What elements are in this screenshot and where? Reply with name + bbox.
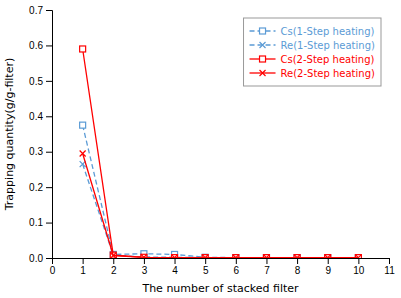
legend-item: Cs(1-Step heating) <box>250 26 375 37</box>
tick-label: 4 <box>172 265 178 276</box>
tick: 0.0 <box>29 253 52 264</box>
tick: 4 <box>172 258 178 276</box>
tick-label: 9 <box>325 265 331 276</box>
line <box>83 153 359 257</box>
tick-label: 0.5 <box>29 76 43 87</box>
tick-mark <box>236 258 237 264</box>
x-axis-title: The number of stacked filter <box>141 282 299 295</box>
tick-label: 0.1 <box>29 217 43 228</box>
tick: 1 <box>80 258 86 276</box>
line <box>83 125 359 258</box>
legend: Cs(1-Step heating) Re(1-Step heating) Cs(2… <box>244 18 381 86</box>
tick: 0.4 <box>29 111 52 122</box>
point <box>325 255 331 258</box>
point <box>141 254 147 258</box>
line <box>83 164 359 258</box>
tick-label: 0.3 <box>29 146 43 157</box>
tick: 0.2 <box>29 182 52 193</box>
tick: 9 <box>325 258 331 276</box>
tick-label: 5 <box>203 265 209 276</box>
tick-mark <box>175 258 176 264</box>
y-axis: 0.0 0.1 0.2 0.3 0.4 0.5 0.6 0.7 <box>29 5 52 264</box>
tick: 0.6 <box>29 40 52 51</box>
legend-item: Re(1-Step heating) <box>250 40 375 51</box>
tick-label: 10 <box>353 265 365 276</box>
point <box>80 150 86 156</box>
legend-marker <box>260 70 266 76</box>
tick-label: 1 <box>80 265 86 276</box>
tick-mark <box>205 258 206 264</box>
tick-mark <box>46 152 52 153</box>
point <box>294 255 300 258</box>
legend-marker <box>260 28 266 34</box>
tick-mark <box>46 116 52 117</box>
point <box>263 255 269 258</box>
tick-mark <box>46 81 52 82</box>
tick-label: 11 <box>384 265 395 276</box>
tick-mark <box>46 223 52 224</box>
tick-label: 6 <box>234 265 240 276</box>
chart: 0 1 2 3 4 5 6 7 8 9 10 11 0.0 0.1 0.2 0.3 0.4 0.5 0.6 0.7 Cs… <box>0 0 401 298</box>
tick: 5 <box>203 258 209 276</box>
tick-label: 8 <box>295 265 301 276</box>
tick-mark <box>389 258 390 264</box>
tick-label: 0.0 <box>29 253 43 264</box>
tick-label: 0.7 <box>29 5 43 16</box>
tick-label: 7 <box>264 265 270 276</box>
series <box>80 161 362 258</box>
tick: 0.7 <box>29 5 52 16</box>
tick-mark <box>46 10 52 11</box>
series <box>80 150 362 258</box>
x-axis: 0 1 2 3 4 5 6 7 8 9 10 11 <box>50 258 395 276</box>
tick: 3 <box>142 258 148 276</box>
legend-frame <box>244 18 381 86</box>
point <box>172 255 178 258</box>
tick-mark <box>144 258 145 264</box>
legend-marker <box>260 42 266 48</box>
axis-line <box>53 259 390 265</box>
tick: 0.3 <box>29 146 52 157</box>
tick-mark <box>83 258 84 264</box>
tick-mark <box>297 258 298 264</box>
tick-label: 2 <box>111 265 117 276</box>
point <box>355 255 361 258</box>
tick-mark <box>113 258 114 264</box>
tick: 6 <box>234 258 240 276</box>
tick-label: 3 <box>142 265 148 276</box>
point <box>80 46 86 52</box>
tick-mark <box>358 258 359 264</box>
tick-mark <box>328 258 329 264</box>
tick-mark <box>46 45 52 46</box>
legend-item: Cs(2-Step heating) <box>250 54 375 65</box>
point <box>110 253 116 258</box>
point <box>233 255 239 258</box>
tick-label: 0.2 <box>29 182 43 193</box>
point <box>202 255 208 258</box>
axis-line <box>46 11 53 259</box>
tick-label: 0.4 <box>29 111 43 122</box>
tick: 11 <box>384 258 395 276</box>
series <box>80 122 362 258</box>
tick: 0.1 <box>29 217 52 228</box>
tick: 2 <box>111 258 117 276</box>
legend-item: Re(2-Step heating) <box>250 68 375 79</box>
legend-label: Cs(1-Step heating) <box>281 26 375 37</box>
tick: 0.5 <box>29 76 52 87</box>
y-axis-title: Trapping quantity(g/g-filter) <box>3 58 16 212</box>
tick-mark <box>266 258 267 264</box>
tick: 8 <box>295 258 301 276</box>
legend-label: Cs(2-Step heating) <box>281 54 375 65</box>
tick-mark <box>46 258 52 259</box>
tick: 10 <box>353 258 365 276</box>
legend-label: Re(2-Step heating) <box>281 68 375 79</box>
tick-label: 0.6 <box>29 40 43 51</box>
tick: 7 <box>264 258 270 276</box>
legend-marker <box>260 56 266 62</box>
plot: 0 1 2 3 4 5 6 7 8 9 10 11 0.0 0.1 0.2 0.3 0.4 0.5 0.6 0.7 Cs… <box>29 5 395 276</box>
tick: 0 <box>50 258 56 276</box>
legend-label: Re(1-Step heating) <box>281 40 375 51</box>
tick-mark <box>46 187 52 188</box>
tick-label: 0 <box>50 265 56 276</box>
point <box>80 122 86 128</box>
